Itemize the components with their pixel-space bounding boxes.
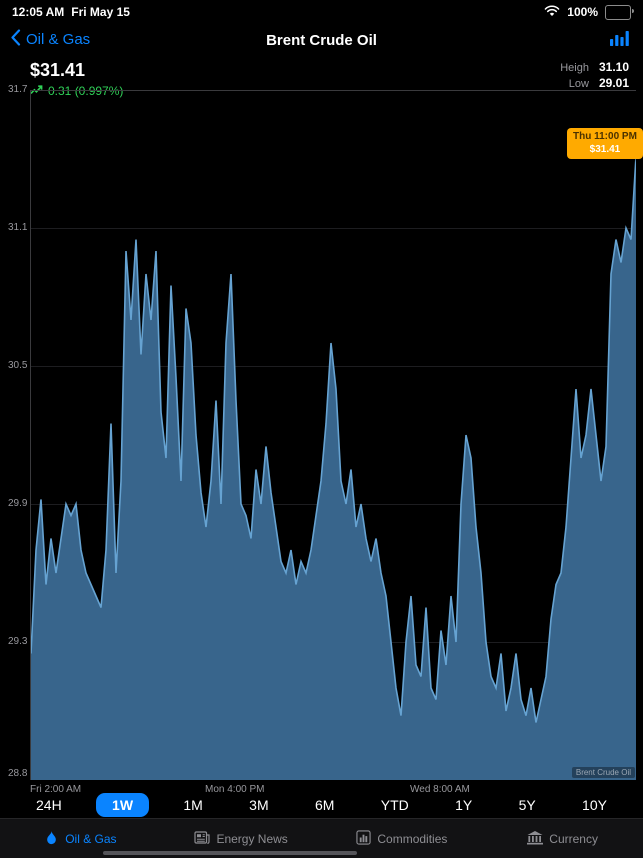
range-selector: 24H 1W 1M 3M 6M YTD 1Y 5Y 10Y: [0, 792, 643, 818]
high-low-panel: Heigh 31.10 Low 29.01: [560, 60, 629, 92]
tab-currency[interactable]: Currency: [482, 819, 643, 858]
wifi-icon: [544, 5, 560, 20]
low-label: Low: [568, 78, 589, 90]
tooltip-time: Thu 11:00 PM: [573, 131, 637, 142]
tooltip-price: $31.41: [589, 143, 621, 155]
back-button[interactable]: Oil & Gas: [10, 29, 90, 50]
y-axis-label: 31.1: [8, 222, 28, 233]
tab-oil-gas[interactable]: Oil & Gas: [0, 819, 161, 858]
battery-percent: 100%: [567, 5, 598, 19]
tab-label: Oil & Gas: [65, 832, 117, 846]
status-bar: 12:05 AM Fri May 15 100%: [0, 0, 643, 24]
chart-watermark: Brent Crude Oil: [571, 767, 635, 778]
price-chart[interactable]: [30, 90, 636, 780]
x-axis-label: Mon 4:00 PM: [205, 784, 265, 795]
y-axis-label: 30.5: [8, 360, 28, 371]
tab-energy-news[interactable]: Energy News: [161, 819, 322, 858]
range-6m[interactable]: 6M: [314, 797, 335, 813]
range-5y[interactable]: 5Y: [518, 797, 536, 813]
high-label: Heigh: [560, 62, 589, 74]
range-10y[interactable]: 10Y: [582, 797, 607, 813]
nav-bar: Oil & Gas Brent Crude Oil: [0, 24, 643, 58]
battery-icon: [605, 4, 634, 20]
back-label: Oil & Gas: [26, 31, 91, 48]
flame-icon: [44, 830, 59, 849]
newspaper-icon: [194, 831, 211, 847]
chevron-left-icon: [10, 29, 21, 50]
low-row: Low 29.01: [560, 76, 629, 90]
bar-chart-icon: [356, 830, 371, 848]
area-chart-svg[interactable]: [31, 90, 636, 780]
tab-label: Commodities: [377, 832, 448, 846]
y-axis-label: 29.3: [8, 636, 28, 647]
x-axis-label: Fri 2:00 AM: [30, 784, 82, 795]
status-time: 12:05 AM: [12, 5, 65, 19]
y-axis-label: 28.8: [8, 768, 28, 779]
x-axis-label: Wed 8:00 AM: [410, 784, 470, 795]
status-date: Fri May 15: [71, 5, 130, 19]
range-3m[interactable]: 3M: [249, 797, 269, 813]
page-title: Brent Crude Oil: [266, 32, 377, 49]
current-price: $31.41: [30, 60, 86, 80]
high-value: 31.10: [598, 60, 629, 74]
bar-chart-icon: [609, 31, 629, 50]
range-1y[interactable]: 1Y: [455, 797, 473, 813]
high-row: Heigh 31.10: [560, 60, 629, 74]
tab-label: Energy News: [216, 832, 288, 846]
range-1w[interactable]: 1W: [96, 793, 150, 817]
y-axis-label: 29.9: [8, 498, 28, 509]
range-ytd[interactable]: YTD: [380, 797, 409, 813]
tab-commodities[interactable]: Commodities: [322, 819, 483, 858]
tab-label: Currency: [549, 832, 598, 846]
range-1m[interactable]: 1M: [183, 797, 203, 813]
bank-icon: [527, 830, 544, 848]
range-24h[interactable]: 24H: [36, 797, 62, 813]
chart-tooltip: Thu 11:00 PM $31.41: [567, 128, 643, 159]
y-axis-label: 31.7: [8, 84, 28, 95]
scroll-indicator[interactable]: [103, 851, 357, 855]
chart-style-button[interactable]: [609, 30, 629, 51]
low-value: 29.01: [598, 76, 629, 90]
